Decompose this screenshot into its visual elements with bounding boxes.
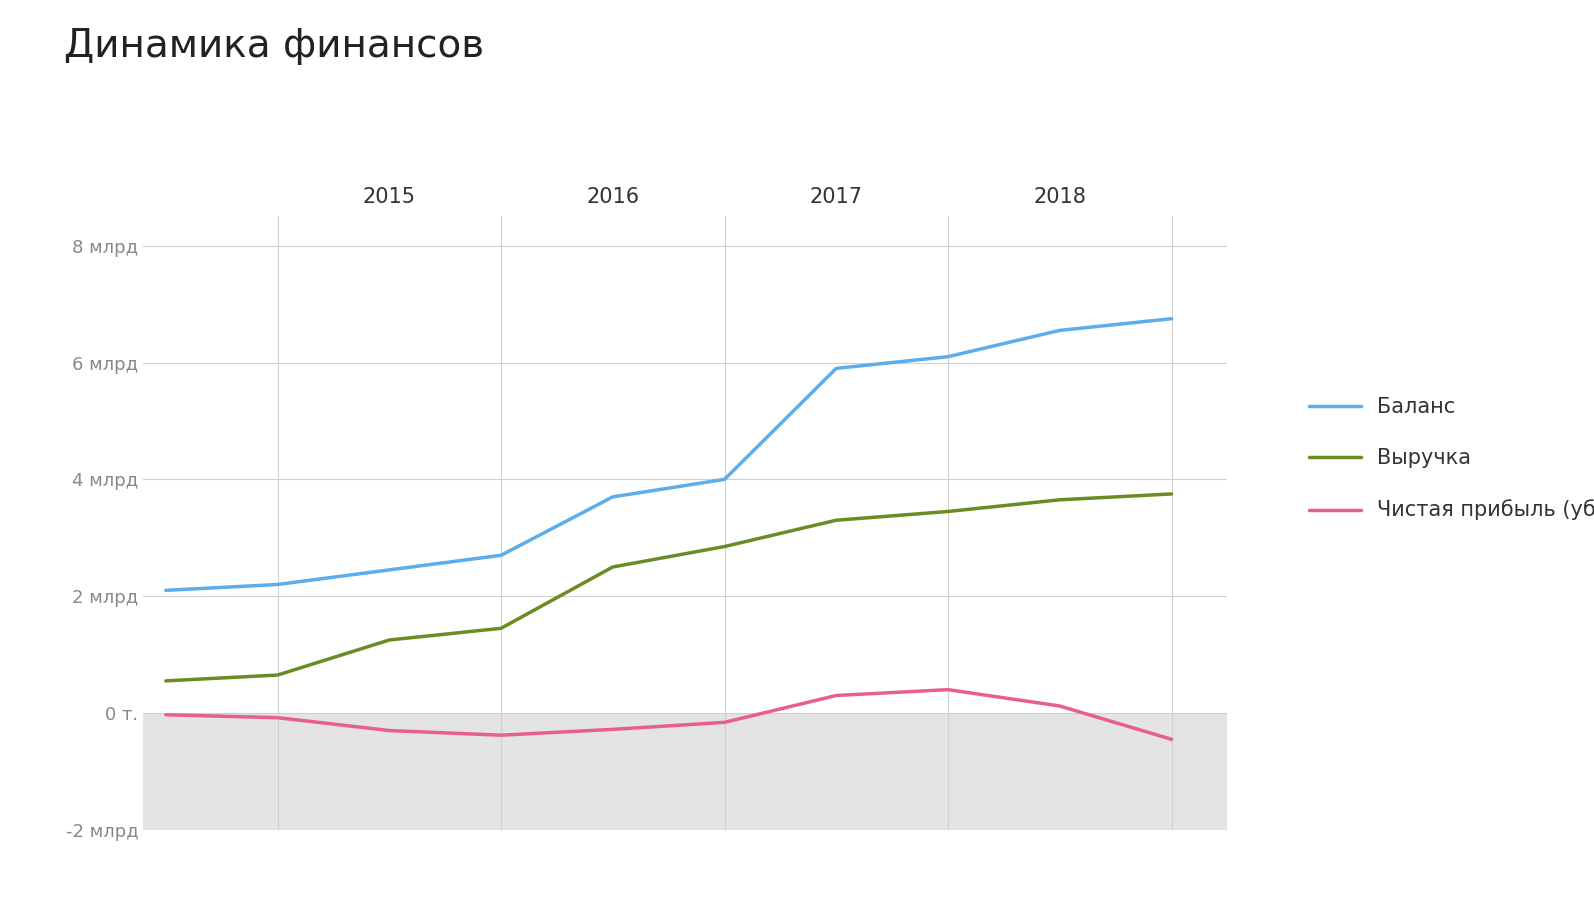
- Выручка: [939, 506, 958, 517]
- Чистая прибыль (убыток): [1162, 734, 1181, 745]
- Line: Баланс: Баланс: [166, 318, 1172, 590]
- Баланс: [827, 363, 846, 373]
- Баланс: [939, 351, 958, 362]
- Text: Динамика финансов: Динамика финансов: [64, 27, 485, 65]
- Text: 2017: 2017: [810, 188, 862, 207]
- Выручка: [603, 562, 622, 573]
- Баланс: [603, 492, 622, 502]
- Баланс: [156, 584, 175, 595]
- Чистая прибыль (убыток): [491, 730, 510, 741]
- Выручка: [379, 635, 398, 646]
- Баланс: [1162, 313, 1181, 324]
- Выручка: [491, 623, 510, 634]
- Выручка: [1162, 489, 1181, 500]
- Чистая прибыль (убыток): [268, 713, 287, 723]
- Чистая прибыль (убыток): [716, 717, 735, 728]
- Line: Чистая прибыль (убыток): Чистая прибыль (убыток): [166, 690, 1172, 740]
- Выручка: [1050, 494, 1070, 505]
- Чистая прибыль (убыток): [939, 685, 958, 695]
- Выручка: [716, 541, 735, 552]
- Чистая прибыль (убыток): [603, 724, 622, 735]
- Чистая прибыль (убыток): [1050, 701, 1070, 712]
- Text: 2016: 2016: [587, 188, 639, 207]
- Bar: [143, 713, 1227, 830]
- Выручка: [156, 676, 175, 686]
- Баланс: [491, 550, 510, 561]
- Баланс: [716, 474, 735, 484]
- Чистая прибыль (убыток): [156, 709, 175, 720]
- Баланс: [268, 579, 287, 590]
- Line: Выручка: Выручка: [166, 494, 1172, 681]
- Text: 2018: 2018: [1033, 188, 1086, 207]
- Баланс: [379, 565, 398, 575]
- Чистая прибыль (убыток): [379, 725, 398, 736]
- Выручка: [268, 669, 287, 680]
- Выручка: [827, 515, 846, 526]
- Legend: Баланс, Выручка, Чистая прибыль (убыток): Баланс, Выручка, Чистая прибыль (убыток): [1293, 381, 1594, 537]
- Баланс: [1050, 325, 1070, 336]
- Чистая прибыль (убыток): [827, 690, 846, 701]
- Text: 2015: 2015: [363, 188, 416, 207]
